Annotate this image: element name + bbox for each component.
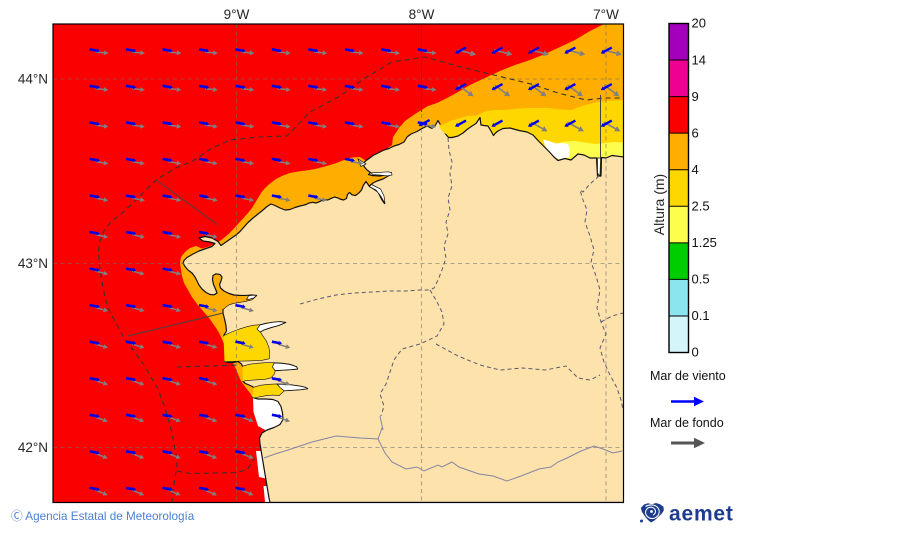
svg-text:9: 9	[692, 89, 699, 104]
svg-text:20: 20	[692, 16, 706, 31]
svg-text:0.5: 0.5	[692, 272, 710, 287]
svg-text:aemet: aemet	[669, 503, 734, 526]
svg-text:Ⓒ Agencia Estatal de Meteorolo: Ⓒ Agencia Estatal de Meteorología	[11, 510, 195, 523]
svg-text:4: 4	[692, 162, 699, 177]
svg-text:43°N: 43°N	[18, 256, 48, 271]
svg-text:14: 14	[692, 52, 706, 67]
svg-text:7°W: 7°W	[593, 7, 619, 22]
svg-text:Altura (m): Altura (m)	[651, 174, 667, 235]
svg-text:Mar de viento: Mar de viento	[650, 369, 726, 383]
svg-text:Mar de fondo: Mar de fondo	[650, 416, 724, 430]
svg-text:6: 6	[692, 125, 699, 140]
svg-text:42°N: 42°N	[18, 440, 48, 455]
svg-text:1.25: 1.25	[692, 235, 717, 250]
svg-text:44°N: 44°N	[18, 72, 48, 87]
svg-text:9°W: 9°W	[224, 7, 250, 22]
svg-text:0: 0	[692, 345, 699, 360]
svg-text:2.5: 2.5	[692, 198, 710, 213]
svg-text:8°W: 8°W	[409, 7, 435, 22]
svg-text:0.1: 0.1	[692, 308, 710, 323]
